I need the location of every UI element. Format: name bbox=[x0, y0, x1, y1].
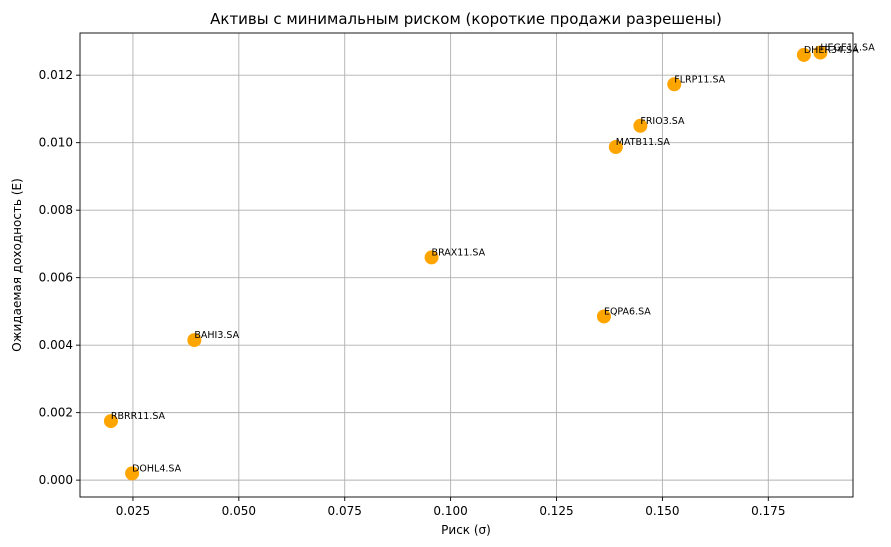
x-tick-label: 0.075 bbox=[328, 504, 362, 518]
chart-title: Активы с минимальным риском (короткие пр… bbox=[210, 10, 722, 28]
data-point bbox=[424, 250, 439, 265]
x-tick-label: 0.100 bbox=[433, 504, 467, 518]
data-point-label: EQPA6.SA bbox=[604, 306, 651, 317]
x-tick-label: 0.025 bbox=[116, 504, 150, 518]
data-point-label: DOHL4.SA bbox=[132, 463, 181, 474]
x-tick-label: 0.150 bbox=[645, 504, 679, 518]
y-tick-label: 0.008 bbox=[39, 203, 73, 217]
y-tick-label: 0.002 bbox=[39, 406, 73, 420]
axis-ticks: 0.025 0.050 0.075 0.100 0.125 0.150 0.175 0.000… bbox=[39, 68, 786, 518]
data-point-label: DHER34.SA bbox=[804, 45, 859, 56]
y-tick-label: 0.006 bbox=[39, 271, 73, 285]
y-tick-label: 0.000 bbox=[39, 473, 73, 487]
data-point bbox=[608, 140, 623, 155]
y-tick-label: 0.012 bbox=[39, 68, 73, 82]
y-tick-label: 0.004 bbox=[39, 338, 73, 352]
data-point bbox=[667, 77, 682, 92]
data-point bbox=[796, 47, 811, 62]
data-point bbox=[187, 333, 202, 348]
x-tick-label: 0.175 bbox=[751, 504, 785, 518]
plot-frame bbox=[79, 32, 854, 498]
data-point-label: HEGE11.SA bbox=[820, 43, 875, 54]
grid-lines bbox=[80, 33, 853, 497]
x-tick-label: 0.050 bbox=[222, 504, 256, 518]
data-point-label: FLRP11.SA bbox=[674, 74, 725, 85]
y-tick-label: 0.010 bbox=[39, 136, 73, 150]
data-point bbox=[596, 309, 611, 324]
data-point-label: FRIO3.SA bbox=[640, 116, 685, 127]
point-labels: RBRR11.SA DOHL4.SA BAHI3.SA BRAX11.SA EQPA6.… bbox=[111, 43, 875, 475]
x-tick-label: 0.125 bbox=[539, 504, 573, 518]
data-point bbox=[633, 118, 648, 133]
data-point-label: BRAX11.SA bbox=[432, 247, 486, 258]
x-axis-label: Риск (σ) bbox=[441, 523, 491, 537]
data-points bbox=[103, 45, 828, 481]
data-point bbox=[103, 414, 118, 429]
data-point bbox=[813, 45, 828, 60]
data-point-label: RBRR11.SA bbox=[111, 411, 166, 422]
data-point-label: MATB11.SA bbox=[616, 137, 671, 148]
data-point-label: BAHI3.SA bbox=[194, 330, 239, 341]
y-axis-label: Ожидаемая доходность (E) bbox=[10, 178, 24, 352]
data-point bbox=[125, 466, 140, 481]
